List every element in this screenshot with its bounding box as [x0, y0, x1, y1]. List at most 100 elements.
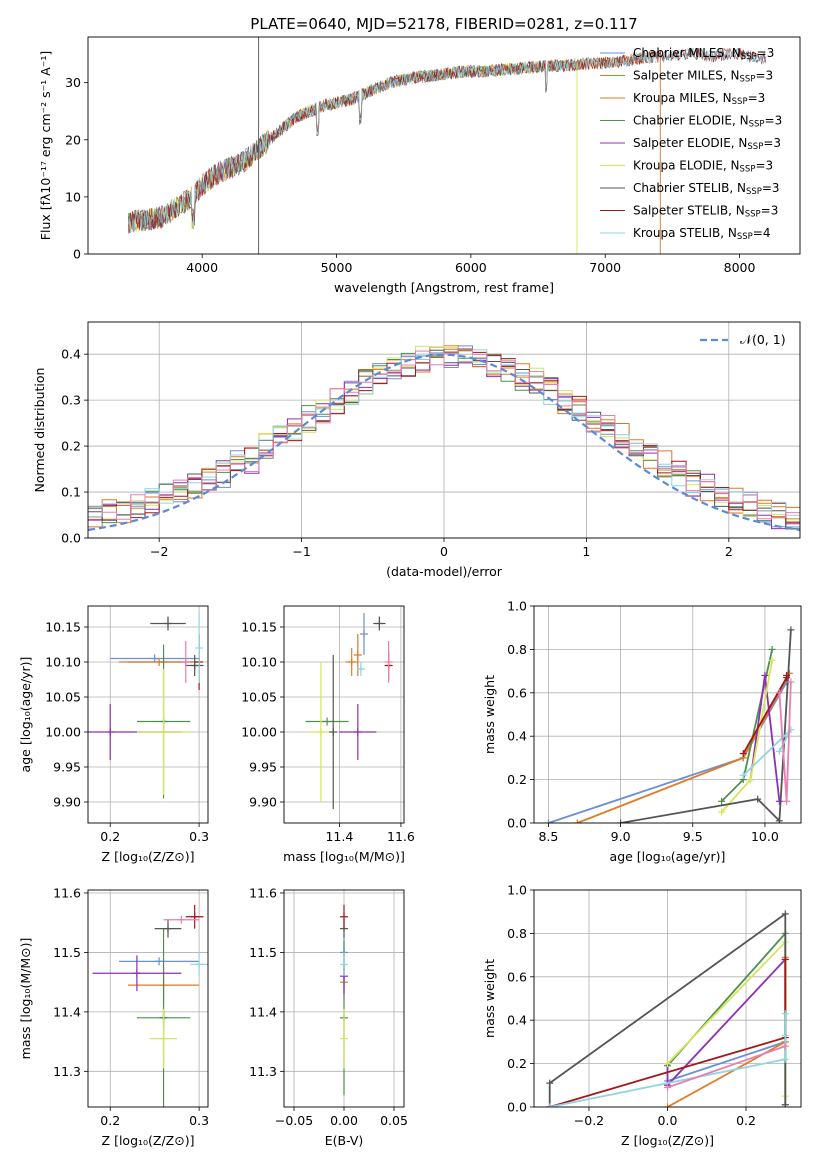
x-axis-label: Z [log₁₀(Z/Z⊙)] — [621, 1133, 714, 1148]
weight-series-line — [620, 629, 792, 823]
y-tick-label: 9.95 — [53, 760, 81, 775]
y-tick-label: 0 — [73, 247, 81, 262]
legend-entry: Kroupa ELODIE, NSSP=3 — [633, 159, 773, 175]
x-tick-label: 6000 — [455, 260, 487, 275]
y-axis-label: Flux [fλ10⁻¹⁷ erg cm⁻² s⁻¹ A⁻¹] — [38, 51, 53, 240]
axes-frame — [283, 605, 405, 824]
x-tick-label: −2 — [150, 544, 168, 559]
x-tick-label: −0.2 — [574, 1113, 604, 1128]
weight-series-line — [667, 1041, 786, 1082]
histogram-series — [88, 346, 800, 528]
y-tick-label: 10.15 — [45, 620, 81, 635]
spectrum-series-line — [128, 47, 767, 234]
x-tick-label: −0.05 — [275, 1113, 313, 1128]
axes-frame — [283, 889, 405, 1108]
axes-frame — [87, 889, 209, 1108]
x-axis-label: E(B-V) — [325, 1133, 364, 1148]
x-tick-label: 10.0 — [751, 829, 779, 844]
y-tick-label: 11.3 — [53, 1064, 81, 1079]
x-tick-label: 0.05 — [380, 1113, 408, 1128]
y-tick-label: 9.95 — [249, 760, 277, 775]
y-tick-label: 0.3 — [61, 393, 81, 408]
x-tick-label: 0.2 — [736, 1113, 756, 1128]
y-tick-label: 11.3 — [249, 1064, 277, 1079]
normal-curve — [88, 353, 800, 531]
y-tick-label: 0.1 — [61, 485, 81, 500]
panel-weight-vs-Z: −0.2 0.0 0.2 0.0 0.2 0.4 0.6 0.8 1.0 Z [log₁₀(Z/Z… — [482, 883, 802, 1148]
y-axis-label: mass weight — [482, 675, 497, 754]
weight-series-line — [548, 681, 788, 823]
y-tick-label: 0.4 — [507, 1013, 527, 1028]
legend-entry: Chabrier MILES, NSSP=3 — [633, 46, 774, 62]
x-tick-label: 0.0 — [658, 1113, 678, 1128]
spectrum-series-line — [128, 58, 579, 232]
y-tick-label: 0.2 — [507, 772, 527, 787]
legend-entry: Kroupa STELIB, NSSP=4 — [633, 226, 771, 242]
x-axis-label: wavelength [Angstrom, rest frame] — [334, 280, 554, 295]
spectrum-series-line — [128, 59, 579, 232]
plot-area — [305, 613, 393, 809]
x-tick-label: 0.3 — [189, 1113, 209, 1128]
x-tick-label: 0.2 — [100, 829, 120, 844]
x-tick-label: 11.6 — [387, 829, 415, 844]
y-tick-label: 0.6 — [507, 685, 527, 700]
y-axis-label: age [log₁₀(age/yr)] — [18, 657, 33, 773]
x-tick-label: 0.00 — [330, 1113, 358, 1128]
y-tick-label: 0.0 — [507, 1100, 527, 1115]
panel-mass-vs-Z: 0.2 0.3 11.3 11.4 11.5 11.6 Z [log₁₀(Z/Z⊙)] mas… — [18, 885, 209, 1148]
y-tick-label: 20 — [65, 132, 81, 147]
axes-frame — [87, 321, 801, 539]
y-tick-label: 10.00 — [241, 725, 277, 740]
y-axis-label: mass weight — [482, 959, 497, 1038]
legend-entry: 𝒩(0, 1) — [740, 332, 786, 347]
spectrum-series-line — [128, 47, 767, 233]
plot-area — [92, 904, 208, 1107]
weight-series-line — [667, 1045, 786, 1089]
y-axis-label: Normed distribution — [32, 368, 47, 493]
x-tick-label: 7000 — [589, 260, 621, 275]
x-tick-label: 2 — [725, 544, 733, 559]
y-tick-label: 11.6 — [249, 885, 277, 900]
plot-area — [340, 904, 348, 1096]
legend-entry: Chabrier STELIB, NSSP=3 — [633, 181, 780, 197]
panel-spectrum: 4000 5000 6000 7000 8000 0 10 20 30 wavelength [A… — [38, 15, 801, 295]
y-tick-label: 1.0 — [507, 883, 527, 898]
y-tick-label: 10.05 — [241, 690, 277, 705]
y-axis-label: mass [log₁₀(M/M⊙)] — [18, 938, 33, 1060]
y-tick-label: 1.0 — [507, 599, 527, 614]
x-tick-label: 0 — [440, 544, 448, 559]
y-tick-label: 30 — [65, 75, 81, 90]
plot-area — [88, 613, 204, 799]
y-tick-label: 0.4 — [61, 347, 81, 362]
y-tick-label: 10.05 — [45, 690, 81, 705]
panel-residuals: −2 −1 0 1 2 0.0 0.1 0.2 0.3 0.4 (data-model)/error… — [32, 321, 801, 579]
x-tick-label: 9.0 — [611, 829, 631, 844]
legend-entry: Chabrier ELODIE, NSSP=3 — [633, 114, 782, 130]
axes-frame — [87, 605, 209, 824]
x-tick-label: 4000 — [186, 260, 218, 275]
y-tick-label: 0.8 — [507, 926, 527, 941]
y-tick-label: 9.90 — [53, 795, 81, 810]
weight-series-line — [667, 957, 787, 1107]
panel-age-vs-Z: 0.2 0.3 9.90 9.95 10.00 10.05 10.10 10.15 Z [log… — [18, 605, 209, 864]
y-tick-label: 9.90 — [249, 795, 277, 810]
histogram-series — [88, 349, 800, 520]
legend-entry: Salpeter MILES, NSSP=3 — [633, 69, 773, 85]
x-tick-label: −1 — [292, 544, 310, 559]
y-tick-label: 0.2 — [507, 1056, 527, 1071]
x-tick-label: 8.5 — [538, 829, 558, 844]
x-tick-label: 5000 — [321, 260, 353, 275]
plot-area — [544, 626, 795, 823]
x-axis-label: (data-model)/error — [386, 564, 503, 579]
axes-frame — [87, 36, 801, 255]
x-axis-label: Z [log₁₀(Z/Z⊙)] — [102, 1133, 195, 1148]
x-tick-label: 1 — [582, 544, 590, 559]
x-tick-label: 0.2 — [100, 1113, 120, 1128]
axes-frame — [533, 889, 802, 1108]
x-axis-label: mass [log₁₀(M/M⊙)] — [283, 849, 405, 864]
y-tick-label: 0.6 — [507, 969, 527, 984]
y-tick-label: 11.4 — [53, 1004, 81, 1019]
y-tick-label: 0.0 — [507, 816, 527, 831]
panel-age-vs-mass: 11.4 11.6 9.90 9.95 10.00 10.05 10.10 10.15 mass… — [241, 605, 415, 864]
